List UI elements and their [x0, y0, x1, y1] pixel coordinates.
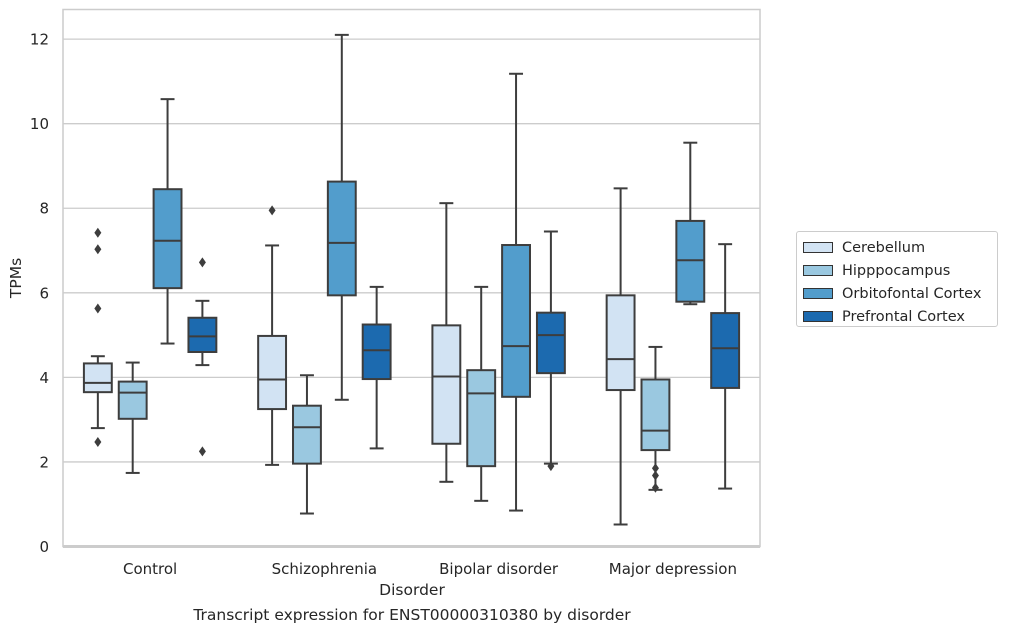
- outlier-point: [651, 482, 659, 493]
- outlier-point: [651, 470, 659, 481]
- legend-label-cerebellum: Cerebellum: [842, 239, 926, 256]
- legend-swatch-hippocampus: [803, 265, 833, 276]
- outlier-point: [94, 437, 102, 448]
- outlier-point: [94, 244, 102, 255]
- x-tick-labels: Control Schizophrenia Bipolar disorder Majo…: [123, 560, 737, 578]
- x-axis-label: Disorder: [379, 581, 445, 599]
- box-cerebellum-bipolar-disorder: [431, 202, 462, 483]
- y-tick-label: 8: [39, 200, 49, 218]
- y-tick-label: 6: [39, 284, 49, 302]
- box-prefrontal-cortex-control: [187, 257, 218, 457]
- box-body: [605, 294, 636, 392]
- box-hipppocampus-bipolar-disorder: [466, 285, 497, 502]
- box-hipppocampus-major-depression: [640, 345, 671, 493]
- box-body: [152, 188, 183, 290]
- box-hipppocampus-schizophrenia: [292, 374, 322, 515]
- y-tick-label: 0: [39, 538, 49, 556]
- box-body: [466, 369, 497, 468]
- box-body: [257, 334, 288, 411]
- legend-item-orbitofrontal-cortex: Orbitofontal Cortex: [803, 282, 991, 305]
- box-cerebellum-schizophrenia: [257, 205, 288, 466]
- outlier-point: [94, 303, 102, 314]
- box-body: [117, 380, 148, 420]
- x-tick-label-control: Control: [123, 560, 177, 578]
- y-tick-label: 4: [39, 369, 49, 387]
- x-tick-label-schizophrenia: Schizophrenia: [272, 560, 377, 578]
- box-body: [187, 316, 218, 353]
- outlier-point: [198, 446, 206, 457]
- y-tick-label: 2: [39, 453, 49, 471]
- legend-item-hippocampus: Hipppocampus: [803, 259, 991, 282]
- box-body: [675, 219, 706, 303]
- outlier-point: [268, 205, 276, 216]
- x-tick-label-major-depression: Major depression: [609, 560, 737, 578]
- box-body: [82, 362, 113, 394]
- y-tick-labels: 0 2 4 6 8 10 12: [30, 31, 49, 556]
- legend-label-orbitofrontal-cortex: Orbitofontal Cortex: [842, 285, 982, 302]
- y-tick-label: 12: [30, 31, 49, 49]
- legend-swatch-cerebellum: [803, 242, 833, 253]
- box-body: [710, 312, 741, 389]
- box-body: [535, 311, 566, 375]
- chart-caption: Transcript expression for ENST0000031038…: [193, 606, 631, 624]
- box-orbitofontal-cortex-control: [152, 98, 183, 345]
- box-body: [640, 378, 671, 452]
- box-prefrontal-cortex-major-depression: [710, 243, 741, 490]
- legend-swatch-orbitofrontal-cortex: [803, 288, 833, 299]
- box-prefrontal-cortex-bipolar-disorder: [535, 230, 566, 472]
- box-hipppocampus-control: [117, 361, 148, 474]
- legend-label-prefrontal-cortex: Prefrontal Cortex: [842, 308, 965, 325]
- box-cerebellum-control: [82, 227, 113, 448]
- y-tick-label: 10: [30, 115, 49, 133]
- y-axis-label: TPMs: [7, 258, 25, 299]
- legend: Cerebellum Hipppocampus Orbitofontal Cor…: [796, 231, 998, 327]
- box-orbitofontal-cortex-schizophrenia: [326, 33, 357, 401]
- box-orbitofontal-cortex-bipolar-disorder: [501, 72, 531, 512]
- legend-item-cerebellum: Cerebellum: [803, 236, 991, 259]
- x-tick-label-bipolar-disorder: Bipolar disorder: [439, 560, 559, 578]
- outlier-point: [94, 227, 102, 238]
- legend-item-prefrontal-cortex: Prefrontal Cortex: [803, 305, 991, 328]
- outlier-point: [198, 257, 206, 268]
- box-prefrontal-cortex-schizophrenia: [361, 285, 392, 450]
- legend-swatch-prefrontal-cortex: [803, 311, 833, 322]
- box-orbitofontal-cortex-major-depression: [675, 141, 706, 306]
- outlier-point: [651, 463, 659, 474]
- legend-label-hippocampus: Hipppocampus: [842, 262, 951, 279]
- box-body: [501, 244, 531, 398]
- box-body: [361, 323, 392, 381]
- box-body: [292, 404, 322, 465]
- box-body: [326, 180, 357, 297]
- boxes: [82, 33, 741, 526]
- box-body: [431, 324, 462, 445]
- outlier-point: [547, 461, 555, 472]
- box-cerebellum-major-depression: [605, 187, 636, 526]
